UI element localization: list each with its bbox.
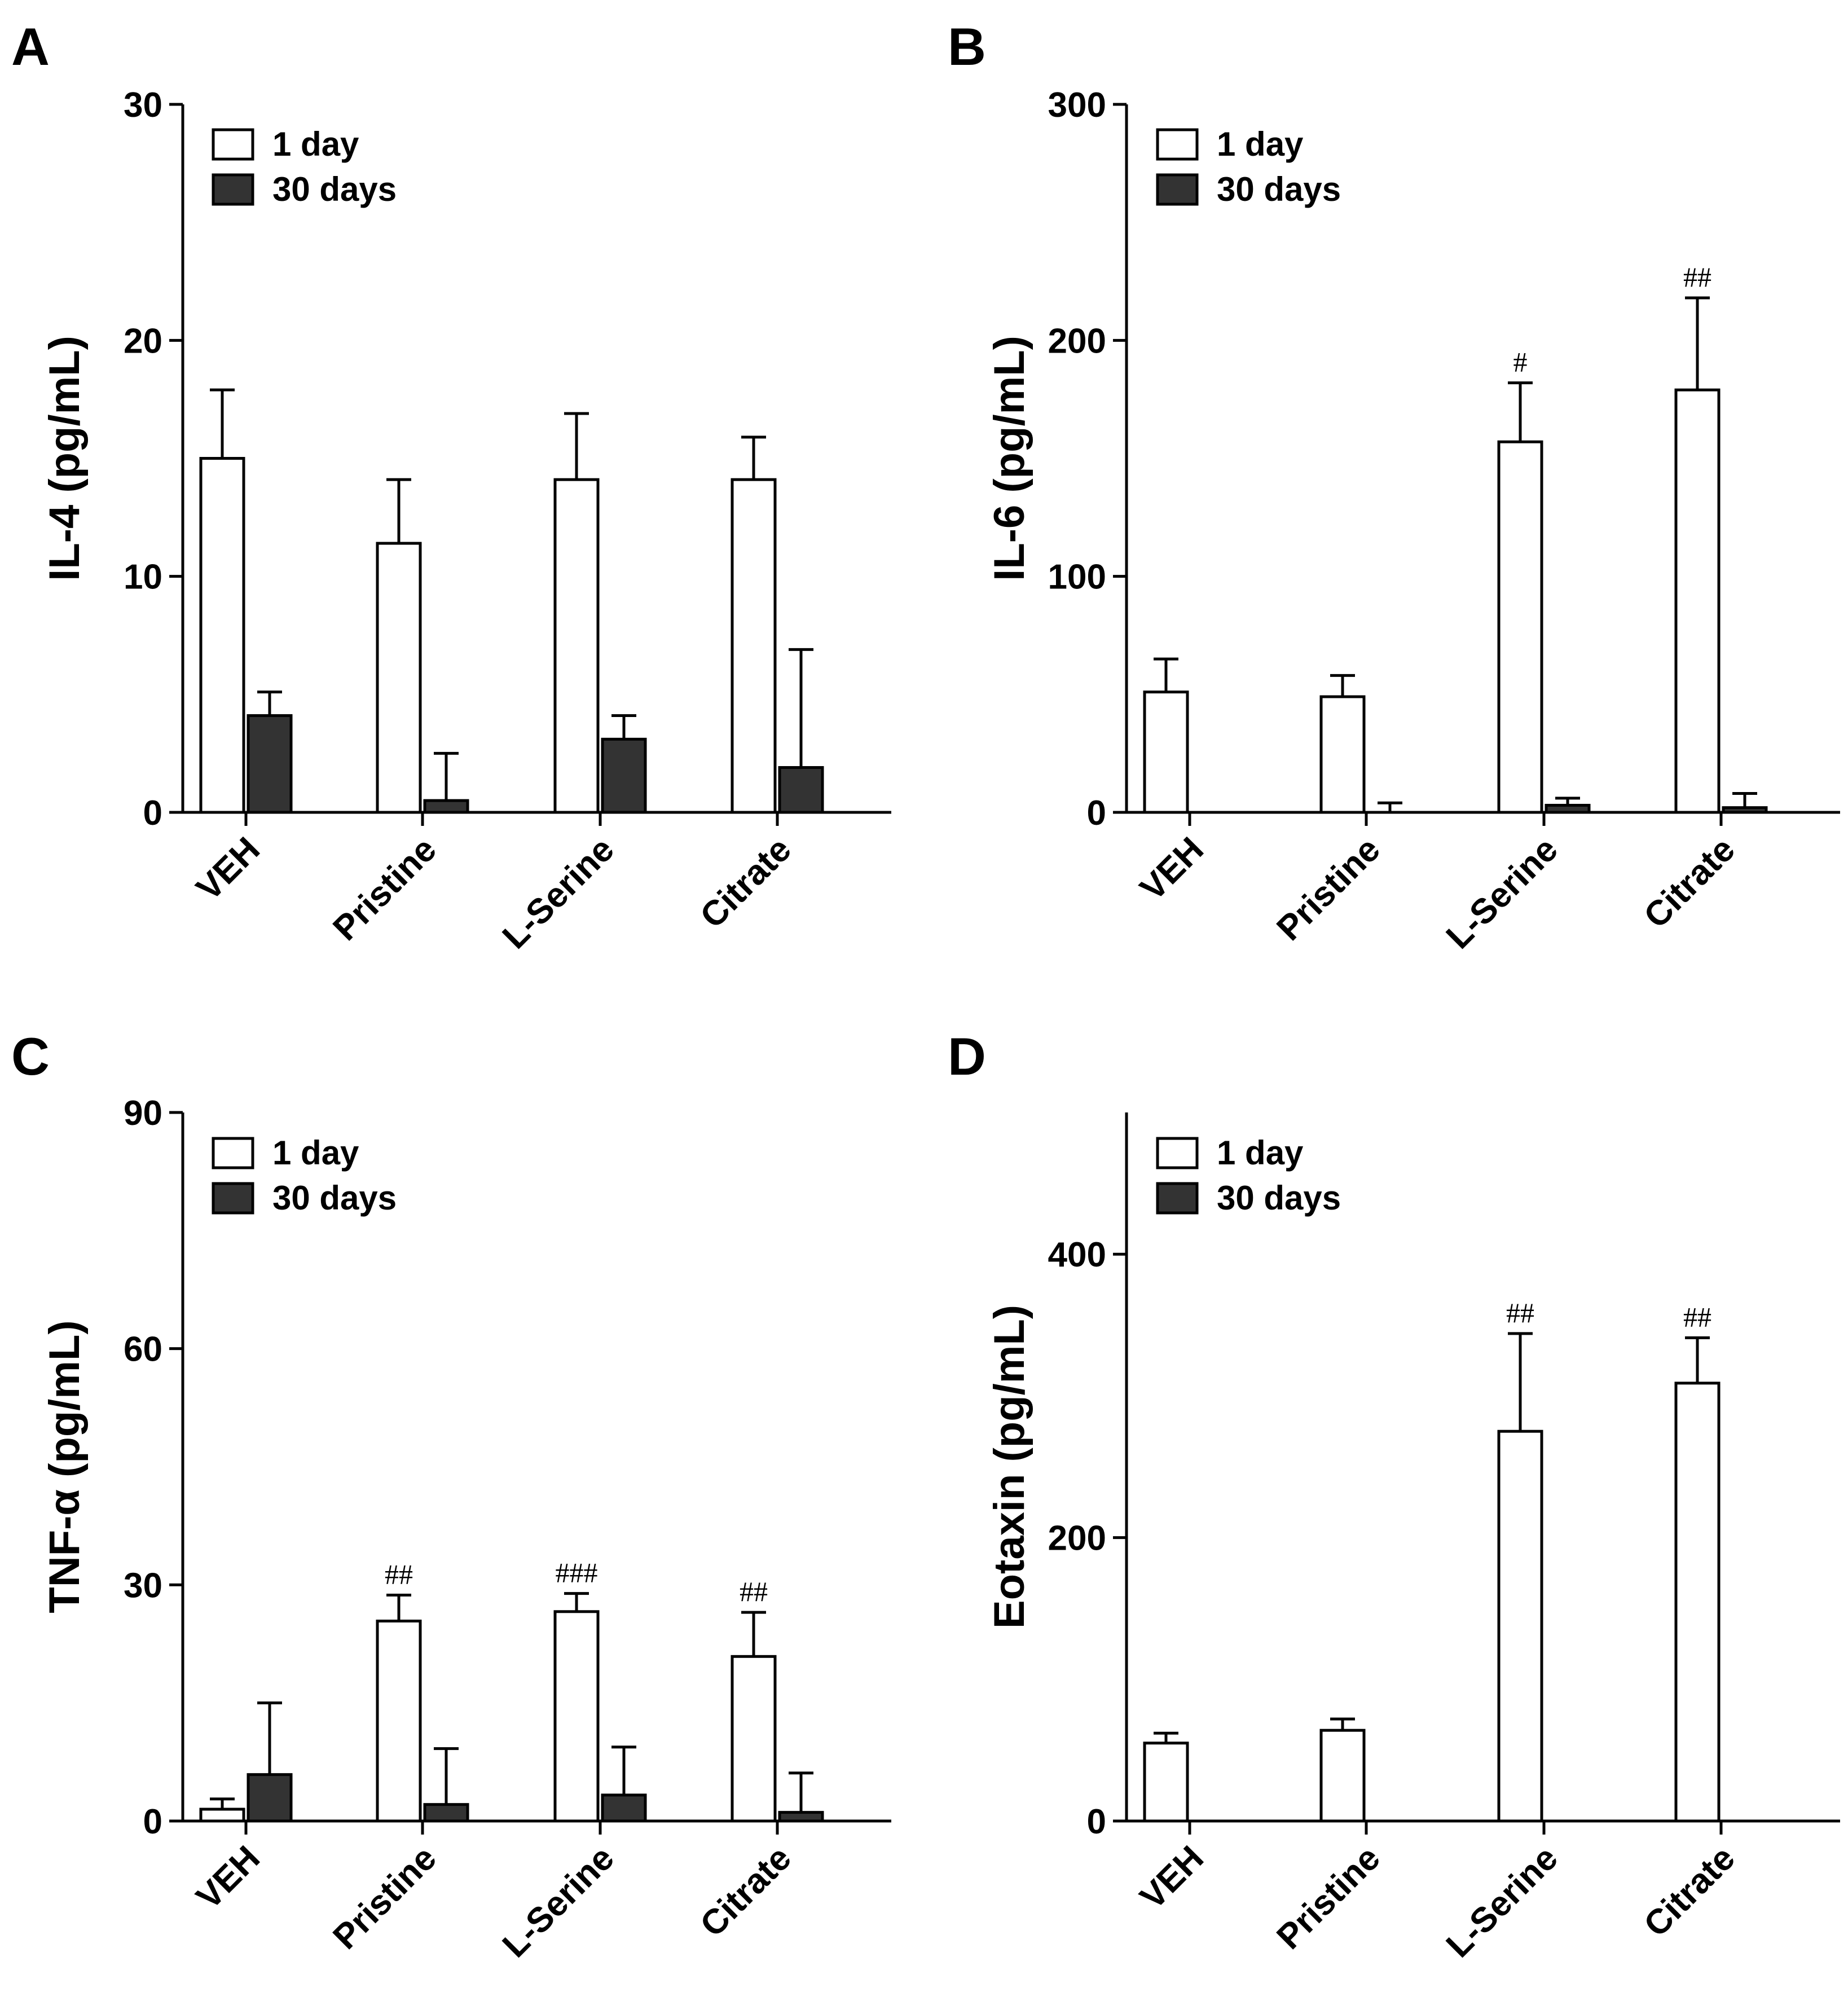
legend-swatch — [1156, 173, 1199, 206]
y-tick-label: 60 — [124, 1330, 162, 1369]
x-category-label: VEH — [1133, 1839, 1211, 1917]
legend-label: 1 day — [272, 1134, 359, 1172]
x-category-label: VEH — [189, 1839, 267, 1917]
y-tick-label: 200 — [1048, 1519, 1106, 1558]
legend-label: 30 days — [272, 170, 397, 208]
bar-1day — [553, 1610, 600, 1823]
x-category-label: VEH — [1133, 830, 1211, 908]
x-category-label: Citrate — [693, 1839, 799, 1945]
y-axis-title: Eotaxin (pg/mL) — [985, 1305, 1033, 1629]
bar-30days — [247, 714, 293, 814]
x-category-label: VEH — [189, 830, 267, 908]
y-tick-label: 100 — [1048, 558, 1106, 597]
y-tick-label: 0 — [1087, 1802, 1106, 1841]
significance-label: ## — [385, 1558, 413, 1590]
legend-label: 1 day — [1217, 125, 1304, 163]
bar-1day — [1319, 1728, 1366, 1823]
bar-1day — [199, 457, 245, 814]
bar-1day — [1143, 1741, 1189, 1823]
x-category-label: L-Serine — [1439, 1839, 1565, 1965]
legend-label: 30 days — [1217, 170, 1341, 208]
bar-1day — [376, 1620, 422, 1823]
bar-30days — [423, 1803, 469, 1823]
x-category-label: L-Serine — [495, 1839, 622, 1965]
bar-1day — [1497, 1430, 1543, 1823]
bar-1day — [731, 478, 777, 814]
y-tick-label: 0 — [143, 1802, 162, 1841]
y-tick-label: 0 — [143, 794, 162, 833]
panel-letter: C — [11, 1027, 50, 1086]
bar-1day — [1319, 695, 1366, 814]
bar-30days — [1722, 806, 1768, 814]
y-tick-label: 200 — [1048, 322, 1106, 360]
significance-label: ## — [740, 1576, 768, 1607]
legend-label: 30 days — [1217, 1179, 1341, 1217]
legend-swatch — [212, 173, 254, 206]
x-category-label: Pristine — [325, 830, 444, 948]
legend-swatch — [1156, 1137, 1199, 1169]
bar-1day — [1497, 440, 1543, 814]
significance-label: ## — [1506, 1297, 1534, 1329]
bar-1day — [553, 478, 600, 814]
y-axis-title: TNF-α (pg/mL) — [41, 1320, 89, 1613]
panel-letter: A — [11, 17, 50, 76]
bar-1day — [731, 1655, 777, 1823]
x-category-label: L-Serine — [1439, 830, 1565, 956]
bar-1day — [1143, 690, 1189, 814]
chart-panel-b: B 0 100 200 300 IL-6 (pg/mL) VEH Pristine L-Seri… — [948, 17, 1840, 956]
x-category-label: Citrate — [1636, 830, 1743, 936]
bar-30days — [423, 799, 469, 814]
y-tick-label: 300 — [1048, 86, 1106, 125]
bar-1day — [1674, 1382, 1721, 1823]
y-tick-label: 20 — [124, 322, 162, 360]
y-tick-label: 30 — [124, 1566, 162, 1605]
bar-1day — [376, 542, 422, 814]
x-category-label: Citrate — [693, 830, 799, 936]
chart-panel-d: D 0 200 400 Eotaxin (pg/mL) VEH Pristine L-Seri… — [948, 1027, 1840, 1965]
legend-label: 1 day — [1217, 1134, 1304, 1172]
x-category-label: Pristine — [325, 1839, 444, 1957]
legend-swatch — [212, 128, 254, 161]
legend-swatch — [1156, 128, 1199, 161]
y-tick-label: 30 — [124, 86, 162, 125]
significance-label: # — [1513, 346, 1528, 378]
bar-30days — [778, 1811, 824, 1823]
bar-1day — [199, 1807, 245, 1823]
x-category-label: Pristine — [1269, 1839, 1388, 1957]
panel-letter: D — [948, 1027, 986, 1086]
y-tick-label: 0 — [1087, 794, 1106, 833]
bar-30days — [601, 1793, 647, 1823]
legend-swatch — [1156, 1182, 1199, 1215]
bar-30days — [601, 737, 647, 814]
y-tick-label: 400 — [1048, 1235, 1106, 1274]
x-category-label: Citrate — [1636, 1839, 1743, 1945]
significance-label: ## — [1683, 261, 1711, 293]
legend-label: 30 days — [272, 1179, 397, 1217]
legend-label: 1 day — [272, 125, 359, 163]
y-tick-label: 90 — [124, 1094, 162, 1133]
y-axis-title: IL-4 (pg/mL) — [41, 336, 89, 581]
x-category-label: L-Serine — [495, 830, 622, 956]
panel-letter: B — [948, 17, 986, 76]
y-tick-label: 10 — [124, 558, 162, 597]
chart-panel-a: A 0 10 20 30 IL-4 (pg/mL) VEH Pristine L-Serine C… — [11, 17, 891, 956]
legend-swatch — [212, 1137, 254, 1169]
significance-label: ## — [1683, 1301, 1711, 1332]
y-axis-title: IL-6 (pg/mL) — [985, 336, 1033, 581]
bar-30days — [247, 1773, 293, 1823]
chart-panel-c: C 0 30 60 90 TNF-α (pg/mL) VEH Pristine ## L-Seri… — [11, 1027, 891, 1965]
legend-swatch — [212, 1182, 254, 1215]
significance-label: ### — [556, 1557, 598, 1589]
bar-1day — [1674, 388, 1721, 814]
bar-30days — [778, 766, 824, 814]
bar-30days — [1545, 803, 1591, 814]
x-category-label: Pristine — [1269, 830, 1388, 948]
